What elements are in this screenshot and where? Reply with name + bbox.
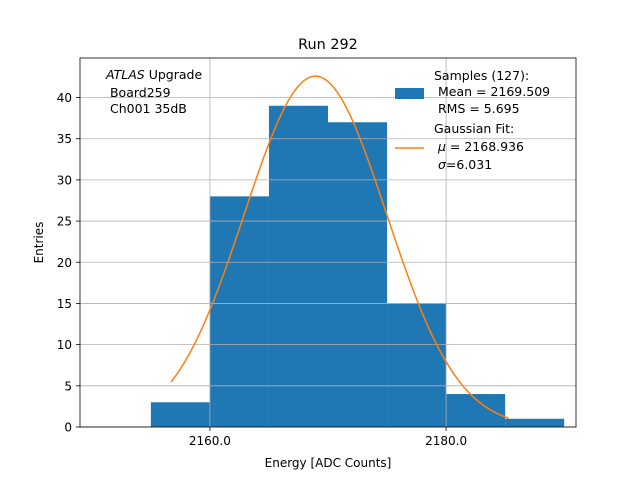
y-axis-ticks: 0 5 10 15 20 25 30 35 40	[57, 91, 80, 435]
gaussian-fit-curve	[170, 75, 509, 419]
histogram-bars	[150, 105, 565, 427]
histogram-bar-4	[387, 303, 447, 427]
histogram-bar-3	[328, 122, 388, 427]
y-tick-label-6: 30	[57, 173, 72, 187]
annotation-line-2: Board259	[106, 85, 171, 100]
histogram-bar-1	[209, 196, 269, 427]
y-tick-label-2: 10	[57, 338, 72, 352]
legend-sigma-value: =6.031	[446, 157, 492, 172]
legend-mu-value: = 2168.936	[446, 139, 524, 154]
x-axis-ticks: 2160.0 2180.0	[189, 427, 467, 448]
y-tick-label-3: 15	[57, 297, 72, 311]
x-axis-label: Energy [ADC Counts]	[265, 456, 392, 470]
legend-sigma-symbol: σ	[434, 157, 447, 172]
legend-samples-rms: RMS = 5.695	[434, 101, 520, 116]
grid	[80, 58, 576, 428]
y-tick-label-0: 0	[64, 421, 72, 435]
legend-samples-swatch	[395, 88, 424, 99]
legend-mu-symbol: μ	[434, 139, 446, 154]
chart-title: Run 292	[298, 37, 358, 53]
legend-samples-mean: Mean = 2169.509	[434, 84, 550, 99]
annotation-atlas: ATLAS	[105, 67, 145, 82]
y-tick-label-8: 40	[57, 91, 72, 105]
atlas-annotation: ATLAS Upgrade Board259 Ch001 35dB	[105, 67, 202, 116]
y-tick-label-5: 25	[57, 215, 72, 229]
legend-fit-sigma: σ=6.031	[434, 157, 492, 172]
annotation-line-1: ATLAS Upgrade	[105, 67, 202, 82]
histogram-bar-6	[505, 418, 565, 427]
legend: Samples (127): Mean = 2169.509 RMS = 5.6…	[395, 68, 550, 172]
annotation-upgrade: Upgrade	[145, 67, 203, 82]
y-tick-label-7: 35	[57, 132, 72, 146]
legend-fit-mu: μ = 2168.936	[434, 139, 524, 154]
plot-frame	[79, 57, 577, 428]
histogram-bar-2	[268, 105, 328, 427]
x-tick-label-0: 2160.0	[189, 434, 231, 448]
y-tick-label-1: 5	[64, 379, 72, 393]
x-tick-label-1: 2180.0	[425, 434, 467, 448]
legend-samples-title: Samples (127):	[434, 68, 529, 83]
y-tick-label-4: 20	[57, 256, 72, 270]
y-axis-label: Entries	[32, 222, 46, 264]
histogram-bar-0	[150, 402, 210, 427]
legend-fit-title: Gaussian Fit:	[434, 121, 514, 136]
annotation-line-3: Ch001 35dB	[106, 101, 187, 116]
